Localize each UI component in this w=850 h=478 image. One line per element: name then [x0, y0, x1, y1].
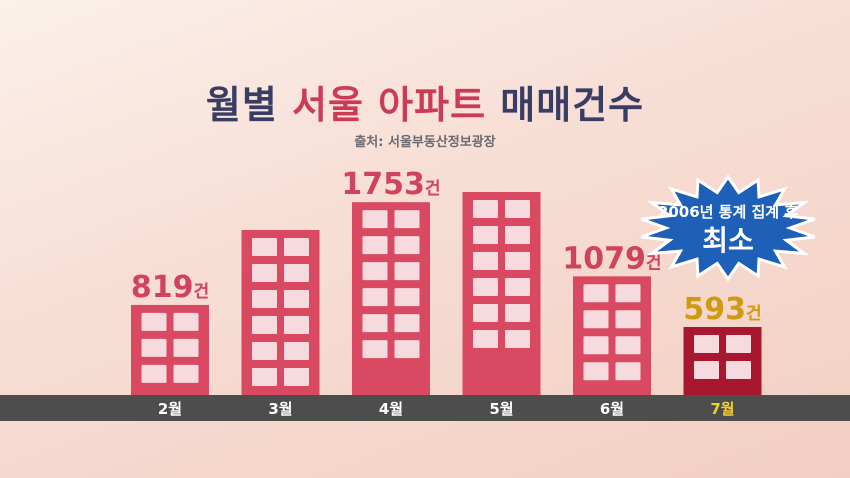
window [252, 264, 277, 282]
window [362, 210, 388, 229]
value-number: 1079 [562, 241, 646, 276]
window [284, 238, 309, 256]
source-note: 출처: 서울부동산정보광장 [354, 135, 496, 150]
window [394, 210, 420, 229]
window [473, 278, 498, 296]
window [252, 342, 277, 360]
title-part-1: 월별 [205, 83, 278, 127]
window [583, 284, 609, 303]
window [284, 342, 309, 360]
window [505, 330, 530, 348]
window [615, 362, 641, 381]
window [505, 200, 530, 218]
callout-line-1: 2006년 통계 집계 후 [658, 203, 798, 221]
window [583, 336, 609, 355]
axis-band [0, 395, 850, 421]
window [362, 288, 388, 307]
window [252, 290, 277, 308]
window [141, 338, 167, 357]
window [615, 310, 641, 329]
category-label-5: 7월 [710, 400, 734, 418]
value-number: 593 [683, 292, 746, 327]
value-label-0: 819건 [131, 270, 209, 305]
value-label-5: 593건 [683, 292, 761, 327]
window [284, 368, 309, 386]
window [505, 226, 530, 244]
window [473, 226, 498, 244]
value-unit: 건 [425, 179, 441, 199]
window [173, 364, 199, 383]
window [583, 362, 609, 381]
window [362, 314, 388, 333]
window [141, 364, 167, 383]
value-label-2: 1753건 [341, 167, 440, 202]
window [394, 262, 420, 281]
window [284, 290, 309, 308]
window [505, 252, 530, 270]
window [173, 312, 199, 331]
category-label-4: 6월 [600, 400, 624, 418]
category-label-0: 2월 [158, 400, 182, 418]
value-unit: 건 [646, 253, 662, 273]
window [473, 304, 498, 322]
window [141, 312, 167, 331]
window [473, 252, 498, 270]
value-unit: 건 [193, 282, 209, 302]
value-label-4: 1079건 [562, 241, 661, 276]
window [473, 330, 498, 348]
window [362, 340, 388, 359]
category-label-1: 3월 [268, 400, 292, 418]
window [615, 284, 641, 303]
window [583, 310, 609, 329]
window [694, 361, 719, 379]
title-part-2: 서울 아파트 [292, 83, 487, 127]
value-number: 819 [131, 270, 194, 305]
window [394, 236, 420, 255]
window [362, 236, 388, 255]
window [726, 335, 751, 353]
window [252, 238, 277, 256]
callout-burst [640, 174, 816, 282]
chart-title: 월별 서울 아파트 매매건수 [0, 74, 850, 129]
window [615, 336, 641, 355]
bar-1 [241, 230, 320, 395]
callout-line-2: 최소 [702, 224, 754, 257]
window [173, 338, 199, 357]
window [284, 316, 309, 334]
window [394, 314, 420, 333]
window [394, 288, 420, 307]
window [726, 361, 751, 379]
value-unit: 건 [746, 304, 762, 324]
window [252, 368, 277, 386]
window [694, 335, 719, 353]
window [252, 316, 277, 334]
window [505, 278, 530, 296]
category-label-3: 5월 [489, 400, 513, 418]
window [505, 304, 530, 322]
window [473, 200, 498, 218]
title-part-3: 매매건수 [500, 83, 645, 127]
window [284, 264, 309, 282]
value-number: 1753 [341, 167, 425, 202]
window [362, 262, 388, 281]
category-label-2: 4월 [379, 400, 403, 418]
window [394, 340, 420, 359]
